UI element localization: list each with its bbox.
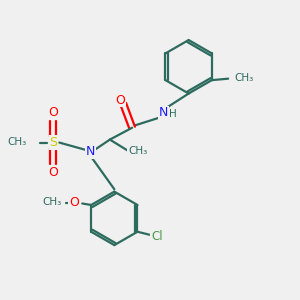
- Text: Cl: Cl: [151, 230, 163, 243]
- Text: CH₃: CH₃: [234, 73, 253, 83]
- Text: H: H: [169, 109, 177, 119]
- Text: O: O: [49, 106, 58, 119]
- Text: O: O: [49, 166, 58, 179]
- Text: CH₃: CH₃: [8, 137, 27, 147]
- Text: N: N: [86, 145, 95, 158]
- Text: S: S: [50, 136, 57, 149]
- Text: O: O: [115, 94, 125, 107]
- Text: CH₃: CH₃: [128, 146, 147, 157]
- Text: N: N: [159, 106, 168, 119]
- Text: CH₃: CH₃: [42, 197, 62, 207]
- Text: O: O: [69, 196, 79, 209]
